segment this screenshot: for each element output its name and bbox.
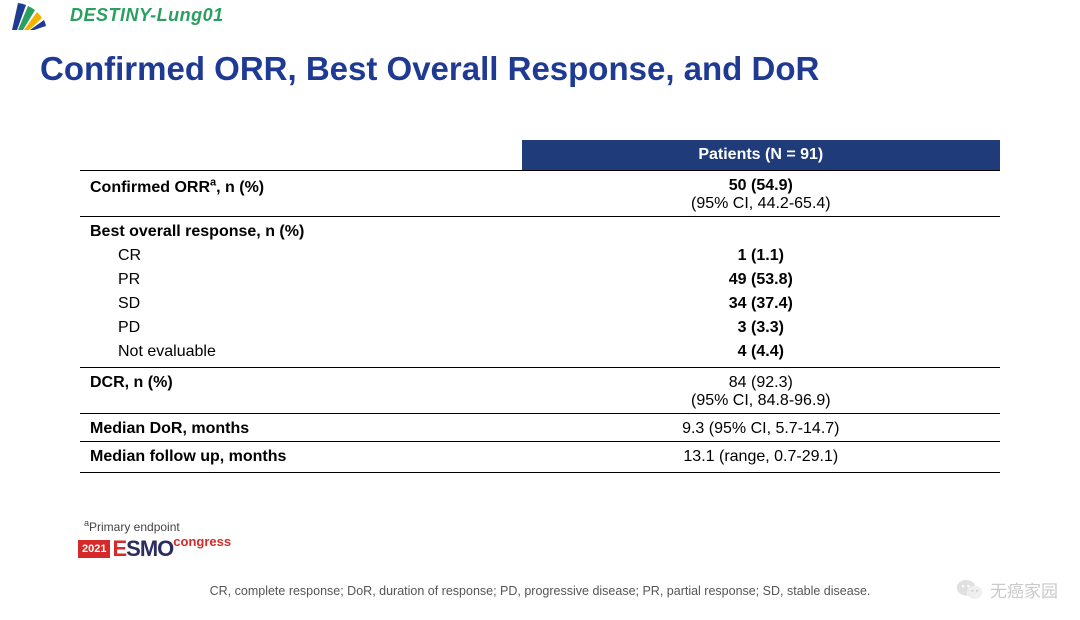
footnote: aPrimary endpoint	[84, 518, 180, 534]
row-label: Median follow up, months	[80, 442, 522, 473]
esmo-congress: congress	[173, 534, 231, 549]
slide: DESTINY-Lung01 Confirmed ORR, Best Overa…	[0, 0, 1080, 620]
row-value: 34 (37.4)	[522, 292, 1000, 316]
page-title: Confirmed ORR, Best Overall Response, an…	[40, 50, 819, 88]
esmo-text: ESMO	[112, 536, 173, 562]
row-label: PR	[80, 268, 522, 292]
table-row: Confirmed ORRa, n (%)50 (54.9)(95% CI, 4…	[80, 171, 1000, 217]
table-row: Median DoR, months9.3 (95% CI, 5.7-14.7)	[80, 414, 1000, 442]
row-label: Median DoR, months	[80, 414, 522, 442]
row-value: 84 (92.3)(95% CI, 84.8-96.9)	[522, 368, 1000, 414]
wechat-icon	[956, 578, 984, 602]
abbreviations: CR, complete response; DoR, duration of …	[0, 584, 1080, 598]
esmo-logo: 2021 ESMO congress	[78, 536, 233, 562]
col-header-patients: Patients (N = 91)	[522, 140, 1000, 171]
table-row: Best overall response, n (%)	[80, 217, 1000, 245]
row-label: DCR, n (%)	[80, 368, 522, 414]
row-label: SD	[80, 292, 522, 316]
row-value: 49 (53.8)	[522, 268, 1000, 292]
row-label: PD	[80, 316, 522, 340]
topbar: DESTINY-Lung01	[0, 0, 224, 30]
row-value	[522, 217, 1000, 245]
esmo-year: 2021	[78, 540, 110, 558]
table-row: PR49 (53.8)	[80, 268, 1000, 292]
row-label: Best overall response, n (%)	[80, 217, 522, 245]
row-value: 4 (4.4)	[522, 340, 1000, 368]
row-value: 3 (3.3)	[522, 316, 1000, 340]
row-label: Not evaluable	[80, 340, 522, 368]
row-value: 9.3 (95% CI, 5.7-14.7)	[522, 414, 1000, 442]
results-table: Patients (N = 91) Confirmed ORRa, n (%)5…	[80, 140, 1000, 473]
row-value: 13.1 (range, 0.7-29.1)	[522, 442, 1000, 473]
footnote-text: Primary endpoint	[89, 520, 180, 534]
row-value: 1 (1.1)	[522, 244, 1000, 268]
watermark: 无癌家园	[956, 577, 1058, 602]
table-row: DCR, n (%)84 (92.3)(95% CI, 84.8-96.9)	[80, 368, 1000, 414]
row-value: 50 (54.9)(95% CI, 44.2-65.4)	[522, 171, 1000, 217]
study-label: DESTINY-Lung01	[70, 5, 224, 26]
row-label: Confirmed ORRa, n (%)	[80, 171, 522, 217]
table-row: Not evaluable4 (4.4)	[80, 340, 1000, 368]
table-row: Median follow up, months13.1 (range, 0.7…	[80, 442, 1000, 473]
table-header-row: Patients (N = 91)	[80, 140, 1000, 171]
logo-icon	[0, 0, 62, 30]
watermark-text: 无癌家园	[990, 577, 1058, 602]
table-row: SD34 (37.4)	[80, 292, 1000, 316]
table-row: PD3 (3.3)	[80, 316, 1000, 340]
row-label: CR	[80, 244, 522, 268]
table-row: CR1 (1.1)	[80, 244, 1000, 268]
